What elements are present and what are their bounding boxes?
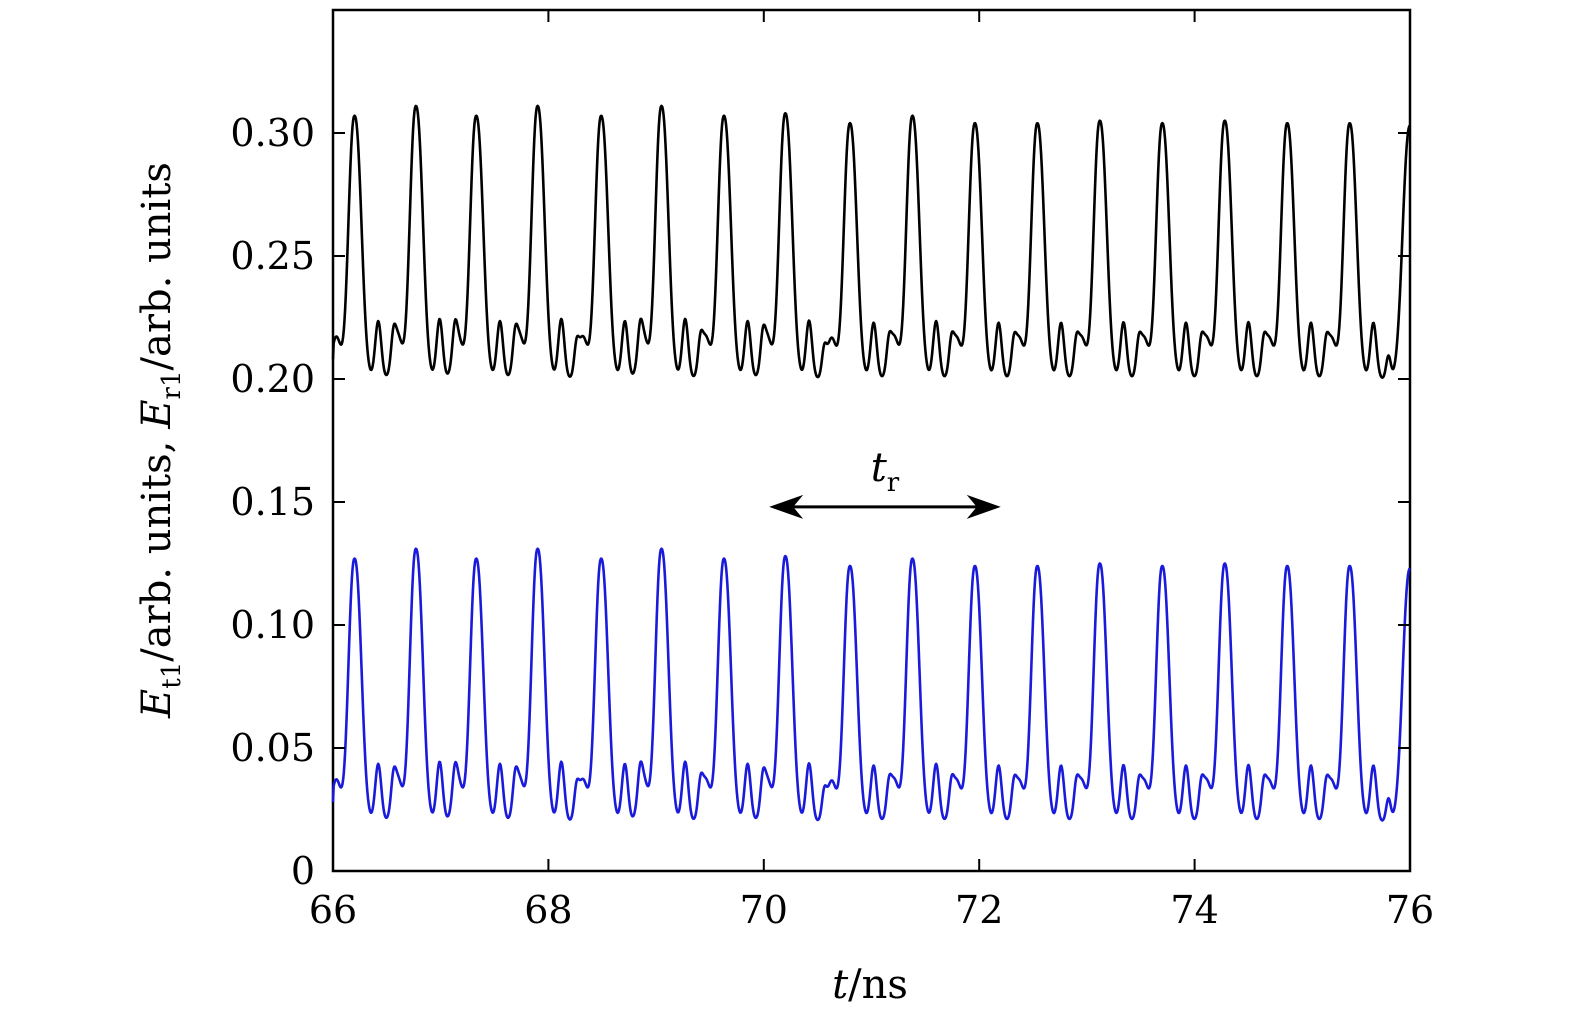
y-axis-label-unit-2: /arb. units <box>134 162 180 370</box>
x-tick-label: 66 <box>309 888 357 932</box>
series-line-1 <box>331 104 1411 379</box>
y-axis-label-unit-1: /arb. units, <box>134 441 180 662</box>
plot-area <box>331 8 1412 873</box>
y-tick-label: 0.30 <box>230 111 315 155</box>
period-annotation: tr <box>769 445 1001 519</box>
x-tick-label: 68 <box>524 888 572 932</box>
y-axis-label-sub-2: r1 <box>157 370 187 399</box>
x-axis-label: t/ns <box>832 962 908 1008</box>
period-label: tr <box>871 445 900 498</box>
x-axis-label-var: t <box>832 962 849 1008</box>
y-tick-label: 0.15 <box>230 480 315 524</box>
period-label-sub: r <box>887 468 900 498</box>
y-tick-label: 0.05 <box>230 726 315 770</box>
x-tick-label: 76 <box>1386 888 1434 932</box>
y-axis-label-sub-1: t1 <box>157 662 187 689</box>
y-tick-label: 0 <box>291 849 315 893</box>
x-tick-label: 74 <box>1170 888 1218 932</box>
series-layer <box>331 104 1411 822</box>
x-tick-label: 70 <box>740 888 788 932</box>
plot-frame <box>331 8 1412 873</box>
period-label-var: t <box>871 445 888 491</box>
period-arrow-head-right <box>966 494 1001 519</box>
y-axis-label-var-2: E <box>134 399 180 429</box>
period-arrow-head-left <box>769 494 804 519</box>
y-axis-label: Et1/arb. units, Er1/arb. units <box>134 162 187 719</box>
axis-ticks: 66 68 70 72 74 76 0 0.05 0.10 0.15 0.20 0.25 0.30 <box>230 10 1434 932</box>
series-line-2 <box>331 547 1411 822</box>
y-tick-label: 0.25 <box>230 234 315 278</box>
x-tick-label: 72 <box>955 888 1003 932</box>
y-axis-label-var-1: E <box>134 689 180 719</box>
y-tick-label: 0.20 <box>230 357 315 401</box>
x-axis-label-unit: /ns <box>848 962 908 1008</box>
y-tick-label: 0.10 <box>230 603 315 647</box>
